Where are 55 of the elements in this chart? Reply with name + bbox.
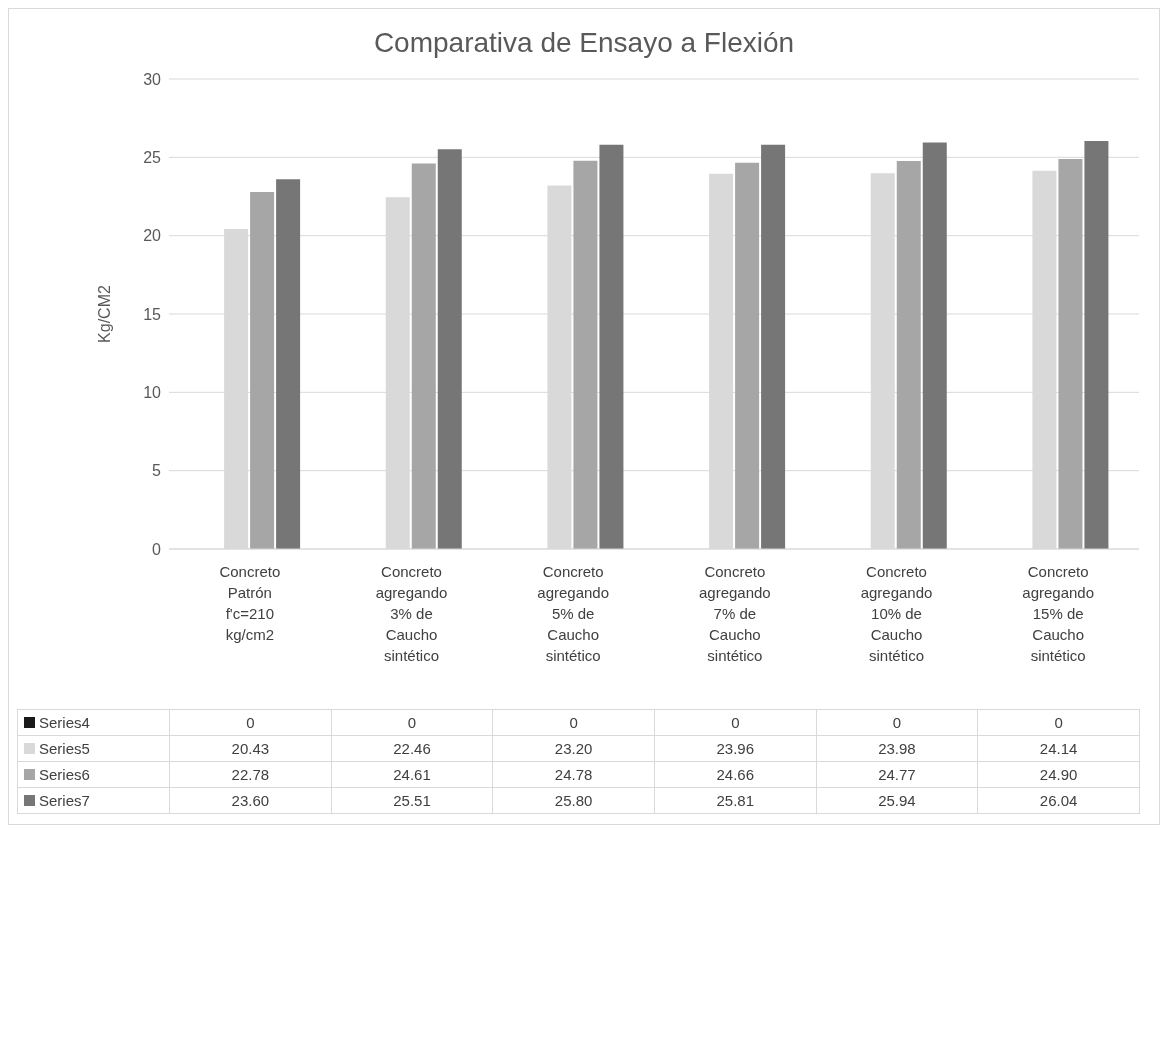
data-label: 23.96 (654, 735, 817, 762)
y-tick-label: 20 (143, 227, 162, 245)
legend-label: Series7 (17, 787, 170, 814)
x-tick-label: Concreto agregando 3% de Caucho sintético (375, 563, 448, 664)
y-tick-label: 30 (143, 70, 162, 88)
data-label: 24.77 (816, 761, 978, 788)
data-label: 20.43 (169, 735, 332, 762)
legend-label: Series6 (17, 761, 170, 788)
y-tick-label: 5 (152, 462, 162, 480)
bar (276, 179, 301, 549)
x-tick-label: Concreto agregando 7% de Caucho sintético (698, 563, 771, 664)
bar (1058, 158, 1083, 549)
bar (411, 163, 436, 549)
y-tick-label: 15 (143, 305, 162, 323)
data-label: 23.98 (816, 735, 978, 762)
data-label: 24.78 (492, 761, 655, 788)
x-tick-label: Concreto agregando 10% de Caucho sintético (860, 563, 933, 664)
bar (735, 162, 760, 549)
bar (1084, 141, 1109, 549)
data-label: 24.66 (654, 761, 817, 788)
data-label: 24.61 (331, 761, 493, 788)
y-tick-label: 0 (152, 540, 162, 558)
data-label: 0 (977, 709, 1140, 736)
x-tick-label: Concreto agregando 15% de Caucho sintético (1022, 563, 1095, 664)
bar (761, 144, 786, 549)
bar (922, 142, 947, 549)
x-tick-label: Concreto agregando 5% de Caucho sintético (537, 563, 610, 664)
data-label: 22.46 (331, 735, 493, 762)
data-label: 0 (654, 709, 817, 736)
data-label: 23.20 (492, 735, 655, 762)
data-label: 24.90 (977, 761, 1140, 788)
data-label: 24.14 (977, 735, 1140, 762)
bar (896, 160, 921, 549)
chart-title: Comparativa de Ensayo a Flexión (372, 26, 796, 59)
x-tick-label: Concreto Patrón f'c=210 kg/cm2 (219, 563, 281, 643)
y-tick-label: 10 (143, 384, 162, 402)
legend-label: Series5 (17, 735, 170, 762)
bar (573, 160, 598, 549)
data-label: 0 (331, 709, 493, 736)
data-label: 23.60 (169, 787, 332, 814)
data-label: 26.04 (977, 787, 1140, 814)
bar (250, 192, 275, 549)
data-label: 0 (169, 709, 332, 736)
data-label: 0 (816, 709, 978, 736)
data-label: 25.80 (492, 787, 655, 814)
data-label: 25.51 (331, 787, 493, 814)
y-tick-label: 25 (143, 149, 162, 167)
legend-label: Series4 (17, 709, 170, 736)
data-label: 25.81 (654, 787, 817, 814)
data-label: 0 (492, 709, 655, 736)
data-label: 25.94 (816, 787, 978, 814)
data-label: 22.78 (169, 761, 332, 788)
bar (437, 149, 462, 549)
y-axis-title: Kg/CM2 (95, 285, 113, 343)
bar (599, 144, 624, 549)
